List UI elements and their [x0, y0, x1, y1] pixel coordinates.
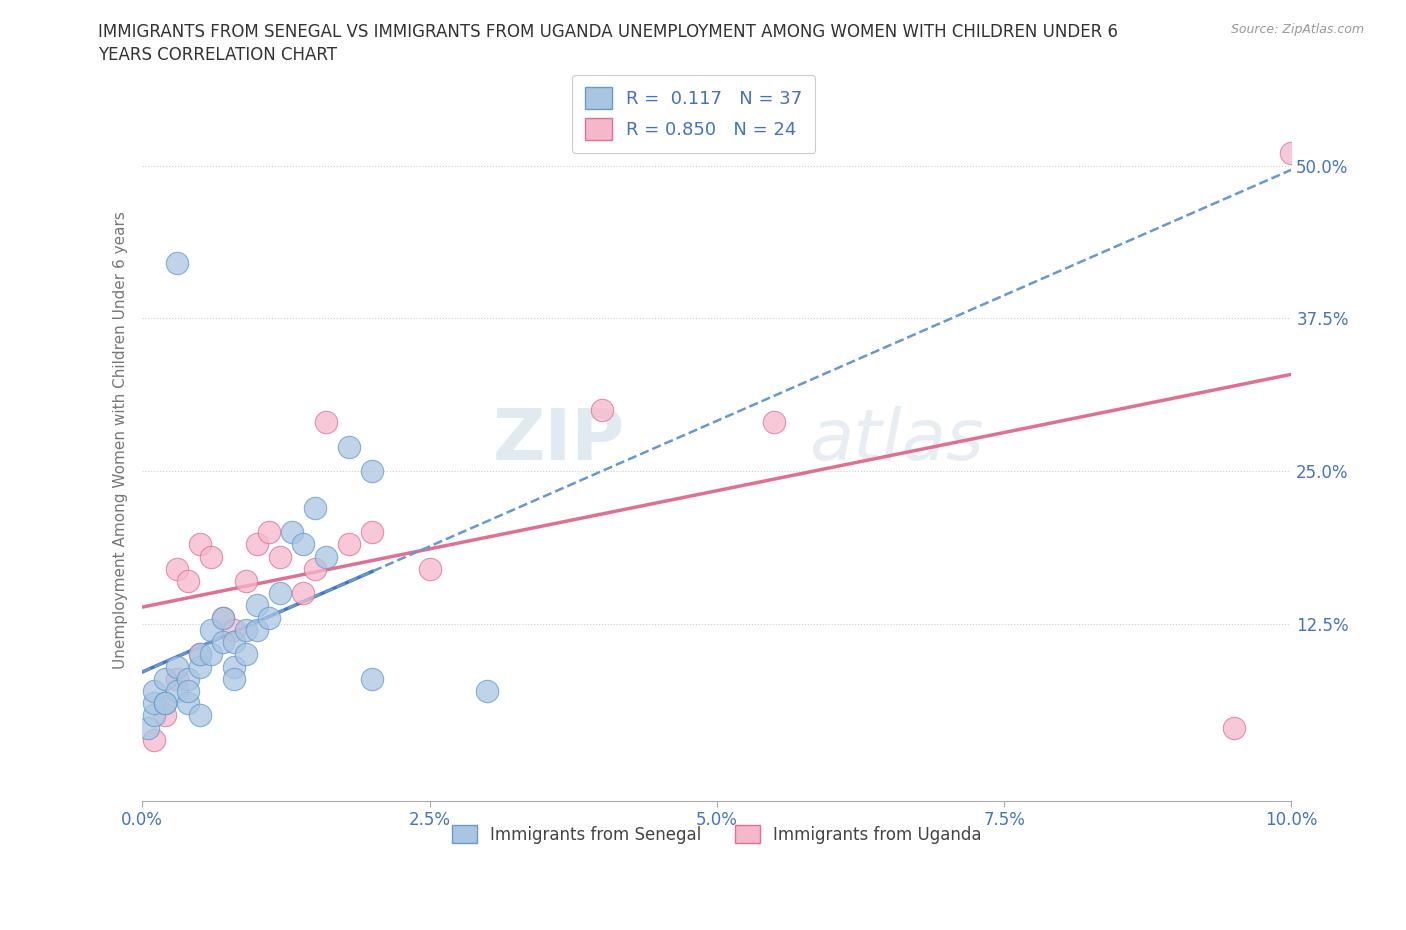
Point	[246, 598, 269, 613]
Point	[211, 610, 233, 625]
Point	[224, 622, 246, 637]
Point	[211, 610, 233, 625]
Point	[200, 647, 222, 662]
Point	[246, 622, 269, 637]
Point	[211, 634, 233, 649]
Point	[177, 696, 200, 711]
Point	[591, 403, 613, 418]
Point	[188, 537, 211, 551]
Point	[337, 537, 360, 551]
Point	[224, 634, 246, 649]
Point	[177, 574, 200, 589]
Point	[166, 256, 188, 271]
Point	[155, 708, 177, 723]
Point	[419, 562, 441, 577]
Point	[224, 659, 246, 674]
Point	[188, 647, 211, 662]
Point	[337, 439, 360, 454]
Point	[155, 696, 177, 711]
Text: atlas: atlas	[808, 406, 983, 475]
Point	[166, 562, 188, 577]
Point	[142, 696, 165, 711]
Point	[361, 464, 384, 479]
Point	[235, 574, 257, 589]
Point	[475, 684, 498, 698]
Point	[188, 659, 211, 674]
Point	[257, 610, 280, 625]
Text: YEARS CORRELATION CHART: YEARS CORRELATION CHART	[98, 46, 337, 64]
Point	[1279, 146, 1302, 161]
Point	[304, 562, 326, 577]
Point	[269, 586, 291, 601]
Text: IMMIGRANTS FROM SENEGAL VS IMMIGRANTS FROM UGANDA UNEMPLOYMENT AMONG WOMEN WITH : IMMIGRANTS FROM SENEGAL VS IMMIGRANTS FR…	[98, 23, 1118, 41]
Point	[155, 696, 177, 711]
Point	[361, 525, 384, 539]
Point	[136, 720, 159, 735]
Point	[224, 671, 246, 686]
Point	[177, 684, 200, 698]
Point	[188, 708, 211, 723]
Legend: Immigrants from Senegal, Immigrants from Uganda: Immigrants from Senegal, Immigrants from…	[446, 818, 988, 850]
Y-axis label: Unemployment Among Women with Children Under 6 years: Unemployment Among Women with Children U…	[114, 212, 128, 670]
Point	[142, 684, 165, 698]
Point	[763, 415, 786, 430]
Point	[292, 586, 315, 601]
Point	[315, 415, 337, 430]
Point	[1223, 720, 1246, 735]
Point	[361, 671, 384, 686]
Text: Source: ZipAtlas.com: Source: ZipAtlas.com	[1230, 23, 1364, 36]
Point	[166, 684, 188, 698]
Point	[315, 549, 337, 564]
Point	[166, 659, 188, 674]
Text: ZIP: ZIP	[492, 406, 624, 475]
Point	[166, 671, 188, 686]
Point	[235, 647, 257, 662]
Point	[200, 622, 222, 637]
Point	[235, 622, 257, 637]
Point	[188, 647, 211, 662]
Point	[177, 671, 200, 686]
Point	[155, 671, 177, 686]
Point	[142, 733, 165, 748]
Point	[257, 525, 280, 539]
Point	[269, 549, 291, 564]
Point	[200, 549, 222, 564]
Point	[142, 708, 165, 723]
Point	[246, 537, 269, 551]
Point	[304, 500, 326, 515]
Point	[280, 525, 302, 539]
Point	[292, 537, 315, 551]
